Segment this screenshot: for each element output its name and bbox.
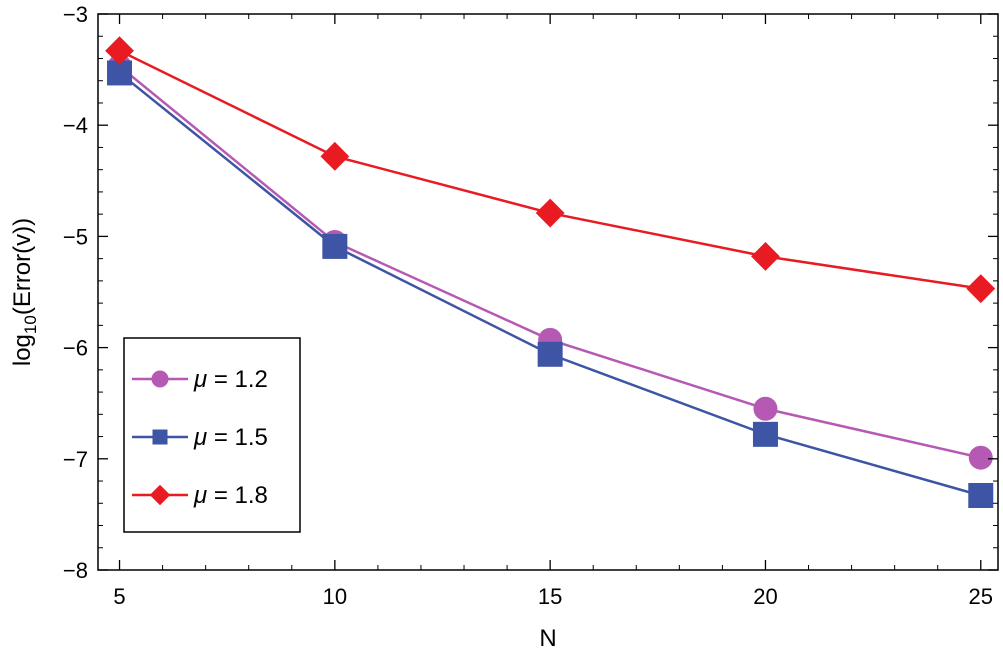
x-tick-label: 20 bbox=[753, 584, 777, 609]
legend-items: μ = 1.2μ = 1.5μ = 1.8 bbox=[132, 366, 268, 509]
x-tick-label: 25 bbox=[969, 584, 993, 609]
labels-layer: 5 10 15 20 25 −3 −4 −5 −6 −7 −8 bbox=[63, 2, 993, 609]
legend-label-value: = 1.8 bbox=[207, 482, 268, 509]
x-tick-label: 5 bbox=[113, 584, 125, 609]
data-point-mu-1.5 bbox=[537, 341, 563, 367]
legend-label: μ = 1.8 bbox=[193, 482, 268, 509]
data-point-mu-1.5 bbox=[968, 482, 994, 508]
legend-item-mu-1.8: μ = 1.8 bbox=[132, 482, 268, 509]
y-axis-title-subscript: 10 bbox=[21, 315, 40, 334]
data-point-mu-1.8 bbox=[320, 141, 350, 171]
legend-marker bbox=[149, 484, 171, 506]
data-point-mu-1.8 bbox=[105, 36, 134, 66]
data-point-mu-1.5 bbox=[752, 421, 778, 447]
series-line-mu-1.8 bbox=[118, 49, 981, 290]
legend-label-symbol: μ bbox=[193, 366, 207, 393]
legend-label: μ = 1.2 bbox=[193, 366, 268, 393]
legend: μ = 1.2μ = 1.5μ = 1.8 bbox=[123, 337, 301, 533]
data-point-mu-1.8 bbox=[535, 198, 565, 228]
y-tick-label: −6 bbox=[63, 336, 88, 361]
plot-frame bbox=[97, 13, 999, 571]
y-tick-label: −5 bbox=[63, 224, 88, 249]
y-tick-label: −4 bbox=[63, 113, 88, 138]
legend-marker bbox=[152, 429, 168, 445]
y-tick-label: −7 bbox=[63, 447, 88, 472]
legend-item-mu-1.5: μ = 1.5 bbox=[132, 424, 268, 451]
data-point-mu-1.2 bbox=[753, 396, 778, 421]
legend-marker bbox=[151, 370, 169, 388]
y-axis-title: log10(Error(v)) bbox=[9, 218, 40, 366]
ticks-layer bbox=[98, 13, 998, 571]
y-axis-title-prefix: log bbox=[9, 334, 36, 366]
legend-label: μ = 1.5 bbox=[193, 424, 268, 451]
x-axis-title: N bbox=[539, 625, 556, 652]
x-tick-label: 10 bbox=[323, 584, 347, 609]
legend-label-value: = 1.5 bbox=[207, 424, 268, 451]
legend-item-mu-1.2: μ = 1.2 bbox=[132, 366, 268, 393]
series-mu-1.8 bbox=[105, 36, 996, 304]
data-point-mu-1.2 bbox=[968, 445, 993, 470]
data-point-mu-1.8 bbox=[751, 242, 780, 271]
x-tick-label: 15 bbox=[538, 584, 562, 609]
legend-label-symbol: μ bbox=[193, 482, 207, 509]
data-point-mu-1.8 bbox=[966, 274, 996, 304]
series-layer bbox=[105, 36, 996, 508]
y-tick-label: −8 bbox=[63, 558, 88, 583]
y-tick-label: −3 bbox=[63, 2, 88, 27]
legend-label-value: = 1.2 bbox=[207, 366, 268, 393]
y-axis-title-suffix: (Error(v)) bbox=[9, 218, 36, 315]
legend-label-symbol: μ bbox=[193, 424, 207, 451]
series-mu-1.5 bbox=[107, 60, 994, 508]
data-point-mu-1.5 bbox=[322, 233, 348, 259]
